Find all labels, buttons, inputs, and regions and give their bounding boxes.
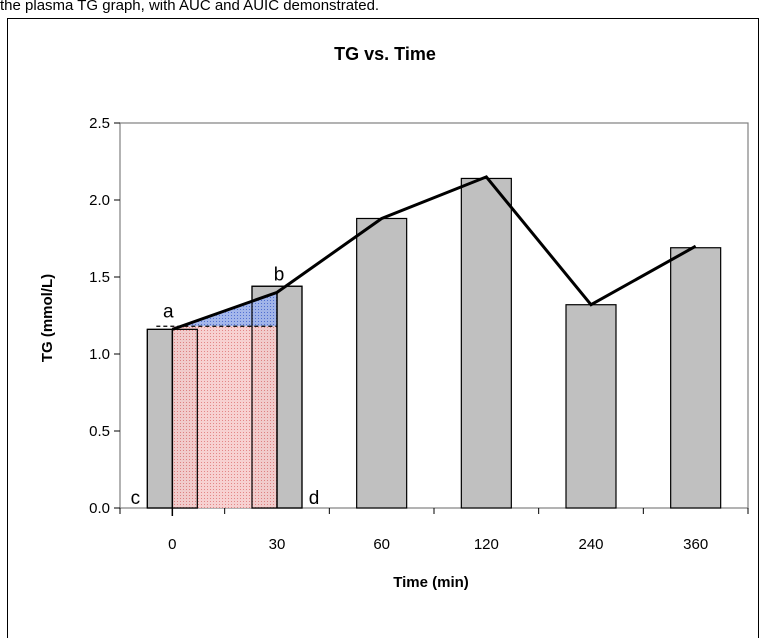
y-tick-label-2.5: 2.5 [89,115,110,132]
x-axis-label: Time (min) [393,574,469,591]
x-tick-label-60: 60 [373,536,390,553]
tg-chart: TG vs. Time TG (mmol/L) Time (min) 0.00.… [39,44,749,591]
bar-60 [356,217,408,509]
x-tick-label-240: 240 [578,536,603,553]
chart-frame [7,18,759,638]
chart-title: TG vs. Time [334,44,436,64]
x-tick-label-0: 0 [168,536,176,553]
y-tick-label-0.5: 0.5 [89,423,110,440]
annotation-d: d [309,488,320,509]
auc-area [172,326,277,508]
y-tick-label-2.0: 2.0 [89,192,110,209]
x-tick-label-30: 30 [269,536,286,553]
plot-area: 0.0 0.5 1.0 1.5 2.0 2.5 0 30 60 120 240 360 a b c d [89,115,749,553]
annotation-c: c [131,488,141,509]
x-tick-label-360: 360 [683,536,708,553]
annotation-b: b [274,264,285,285]
trend-line [171,175,697,331]
y-axis-label: TG (mmol/L) [39,274,56,362]
y-tick-label-0.0: 0.0 [89,500,110,517]
y-tick-label-1.5: 1.5 [89,269,110,286]
bar-240 [565,304,617,509]
figure-caption: the plasma TG graph, with AUC and AUIC d… [0,0,380,14]
y-tick-label-1.0: 1.0 [89,346,110,363]
bar-360 [670,247,722,509]
annotation-a: a [163,301,174,322]
x-tick-label-120: 120 [474,536,499,553]
bar-120 [460,177,512,509]
